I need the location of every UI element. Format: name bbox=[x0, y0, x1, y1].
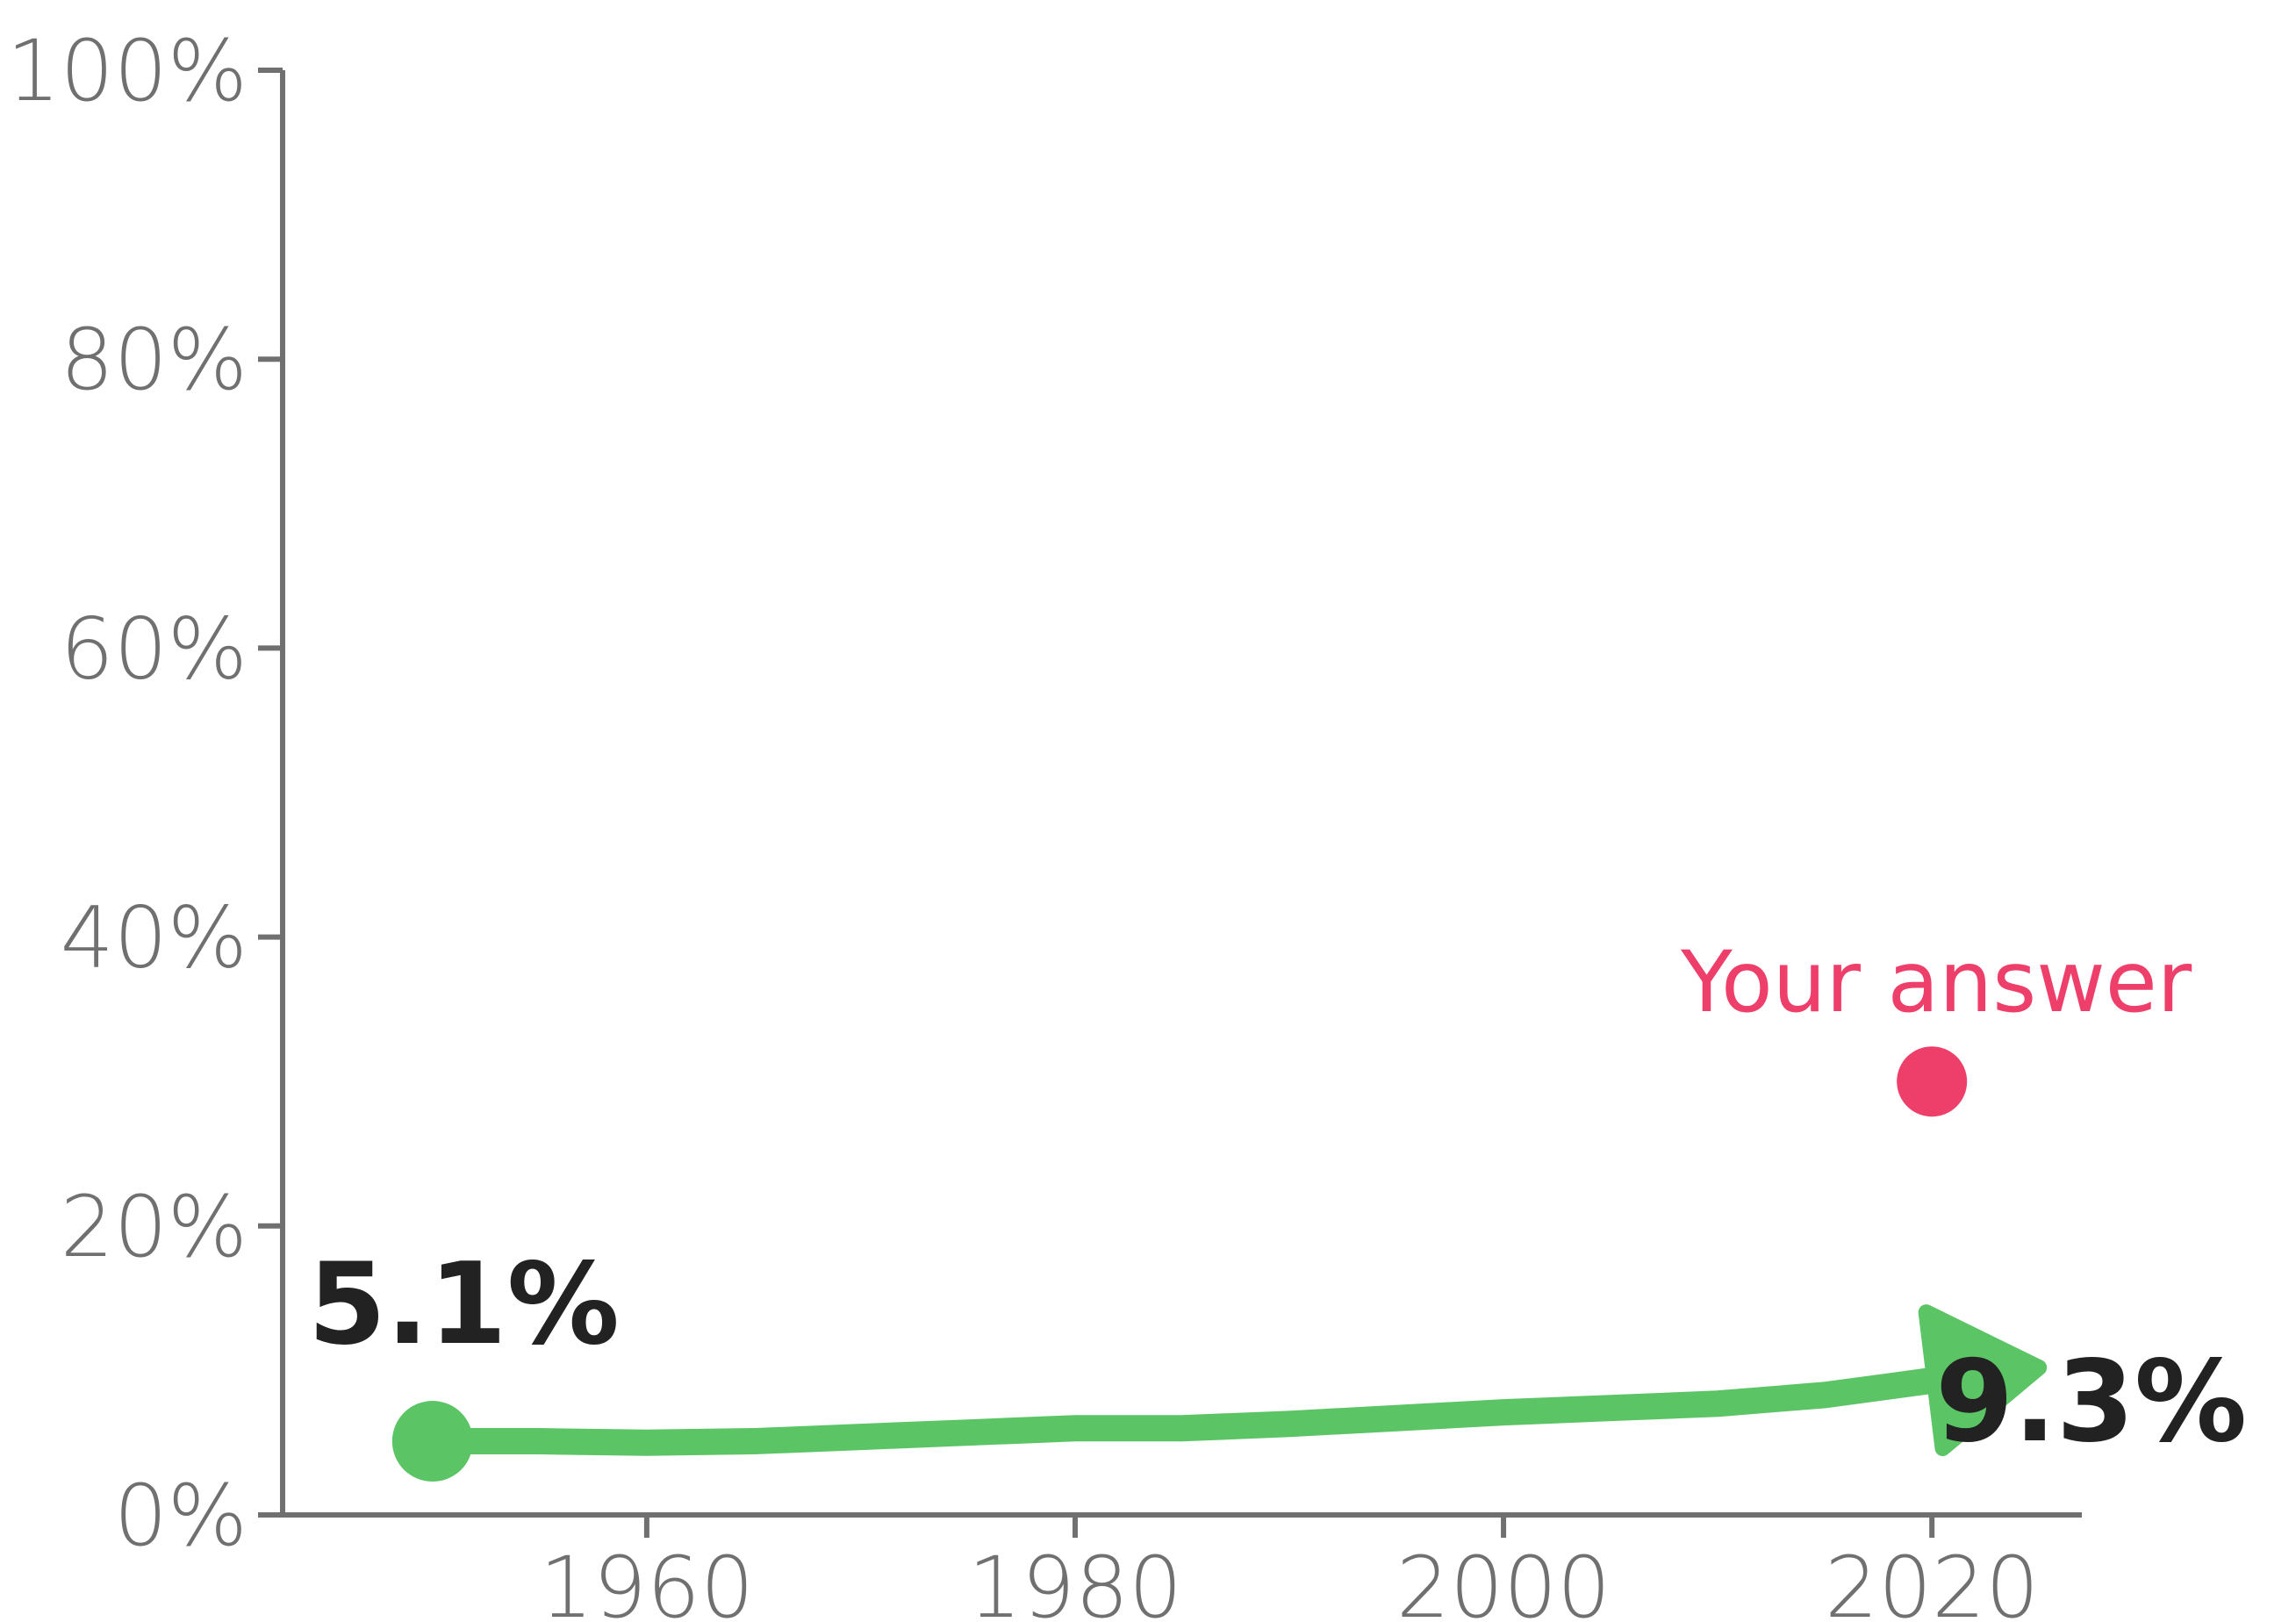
y-tick-label: 100% bbox=[7, 22, 248, 120]
y-tick-label: 80% bbox=[61, 311, 248, 409]
y-tick-label: 60% bbox=[61, 599, 248, 698]
x-tick-label: 1980 bbox=[968, 1539, 1182, 1622]
start-point bbox=[391, 1401, 473, 1482]
x-tick-label: 2020 bbox=[1825, 1539, 2039, 1622]
y-tick-label: 0% bbox=[114, 1467, 248, 1565]
labels: 5.1% 9.3% Your answer bbox=[308, 933, 2247, 1468]
trend-arrowhead bbox=[1918, 1304, 2048, 1457]
axes: 0% 20% 40% 60% 80% 100% 1960 1980 2000 2020 bbox=[7, 22, 2082, 1622]
trend-line bbox=[419, 1367, 1948, 1456]
x-tick-label: 2000 bbox=[1396, 1539, 1611, 1622]
end-value-label: 9.3% bbox=[1935, 1337, 2247, 1468]
x-tick-label: 1960 bbox=[540, 1539, 754, 1622]
answer-point bbox=[1897, 1046, 1968, 1117]
series bbox=[391, 1046, 2048, 1482]
start-value-label: 5.1% bbox=[308, 1239, 620, 1370]
y-tick-label: 40% bbox=[61, 889, 248, 987]
y-tick-label: 20% bbox=[61, 1178, 248, 1276]
answer-label: Your answer bbox=[1680, 933, 2192, 1031]
